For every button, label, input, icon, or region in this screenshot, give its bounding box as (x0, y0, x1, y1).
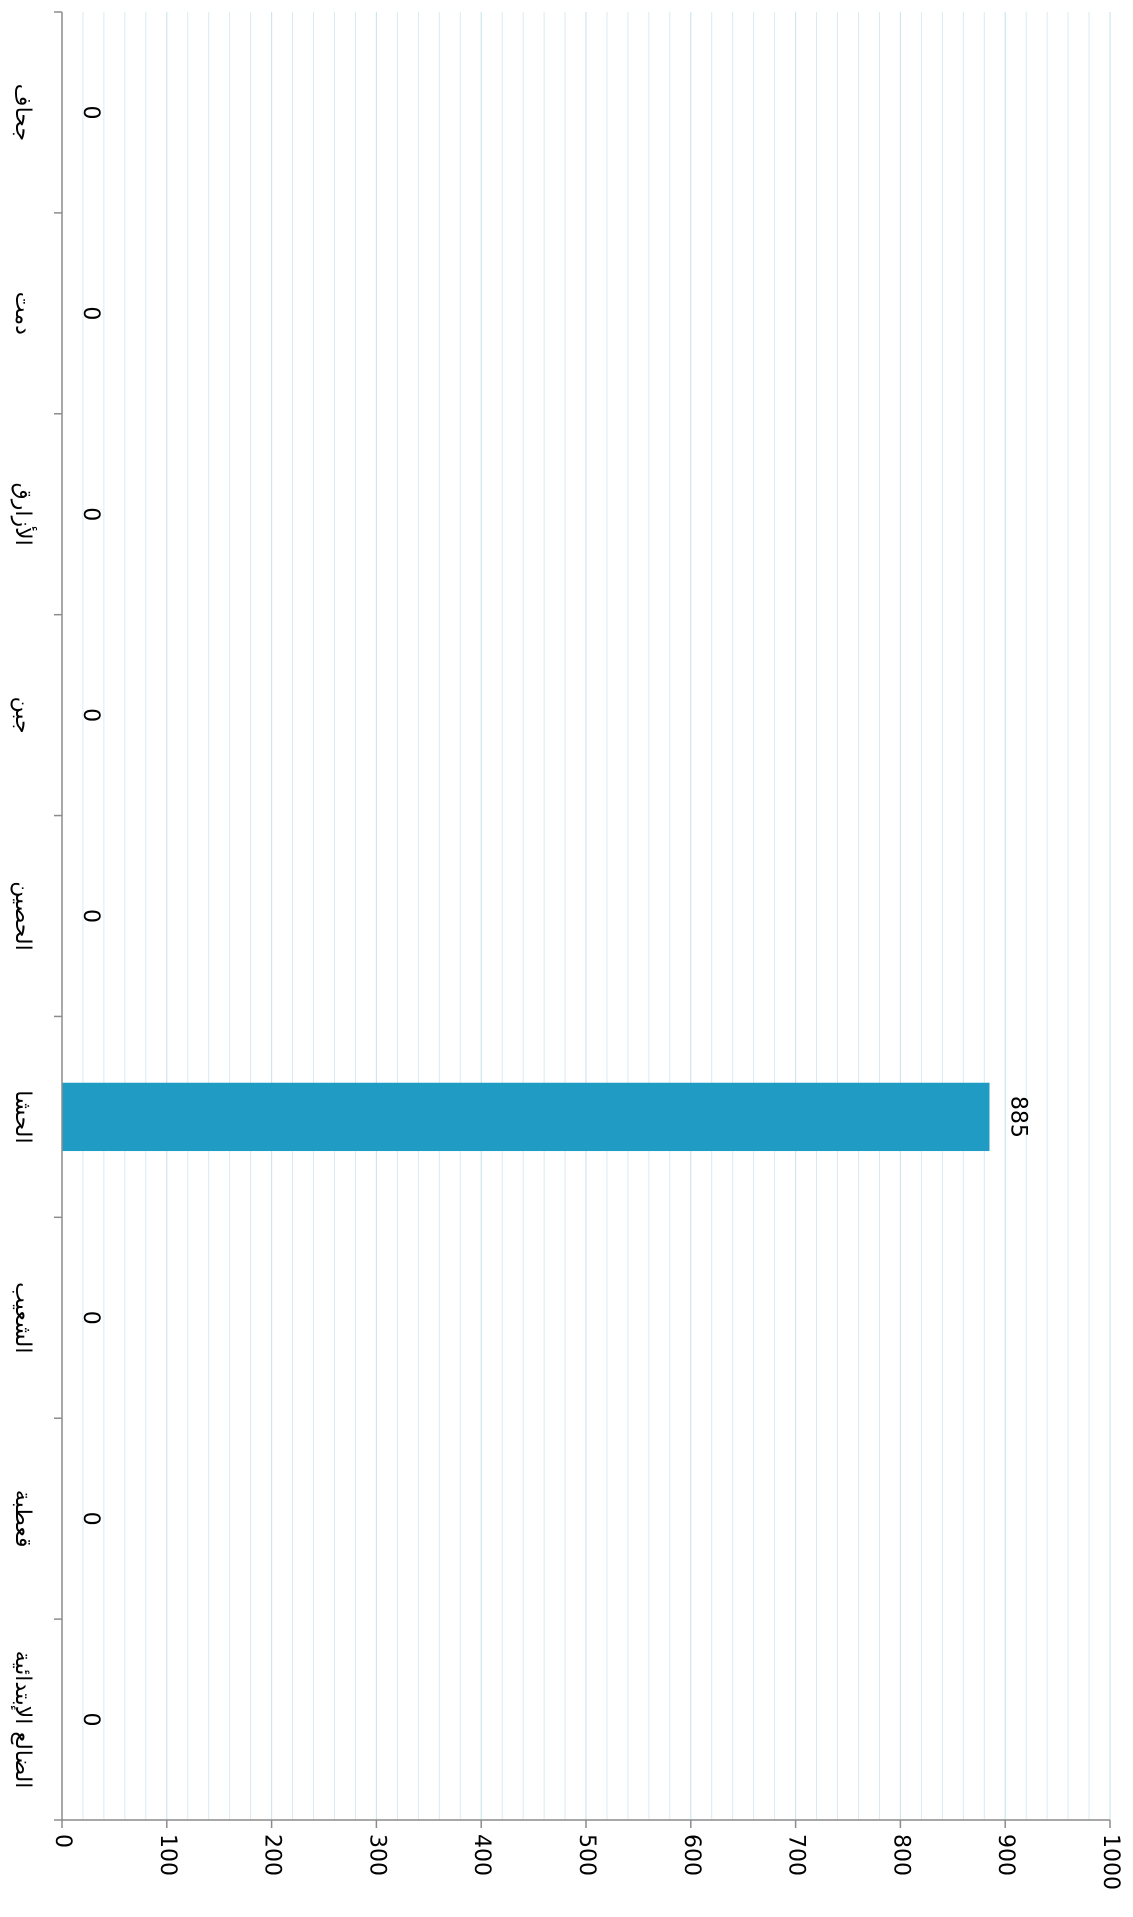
data-label: 0 (78, 1713, 103, 1727)
value-tick-label: 1000 (1098, 1834, 1123, 1890)
data-label: 0 (78, 1512, 103, 1526)
labels: 0 100 200 300 400 500 600 700 800 900 1000 جحاف دمت ا… (10, 84, 1123, 1890)
value-tick-label: 400 (469, 1834, 494, 1876)
category-label: دمت (10, 292, 35, 335)
bar (62, 1082, 990, 1152)
value-tick-label: 100 (155, 1834, 180, 1876)
value-tick-label: 800 (888, 1834, 913, 1876)
value-tick-label: 0 (50, 1834, 75, 1848)
data-label: 0 (78, 507, 103, 521)
value-tick-label: 600 (679, 1834, 704, 1876)
data-label: 0 (78, 105, 103, 119)
category-label: جبن (10, 697, 35, 734)
data-label: 0 (78, 909, 103, 923)
bars (62, 1082, 990, 1152)
value-tick-label: 500 (574, 1834, 599, 1876)
category-label: قعطبة (10, 1490, 35, 1548)
data-label: 885 (1005, 1096, 1030, 1138)
category-label: الشعيب (10, 1282, 35, 1353)
grid-lines (82, 12, 1111, 1820)
category-label: الحصين (10, 881, 35, 950)
data-label: 0 (78, 1311, 103, 1325)
data-label: 0 (78, 306, 103, 320)
data-label: 0 (78, 708, 103, 722)
category-label: الأزارق (10, 483, 37, 546)
value-tick-label: 300 (364, 1834, 389, 1876)
value-tick-label: 700 (784, 1834, 809, 1876)
category-label: الحشا (10, 1090, 35, 1143)
category-label: الضالع الإبتدائية (10, 1651, 35, 1789)
value-tick-label: 900 (993, 1834, 1018, 1876)
axes (54, 11, 1111, 1828)
category-label: جحاف (10, 84, 35, 141)
value-tick-label: 200 (260, 1834, 285, 1876)
